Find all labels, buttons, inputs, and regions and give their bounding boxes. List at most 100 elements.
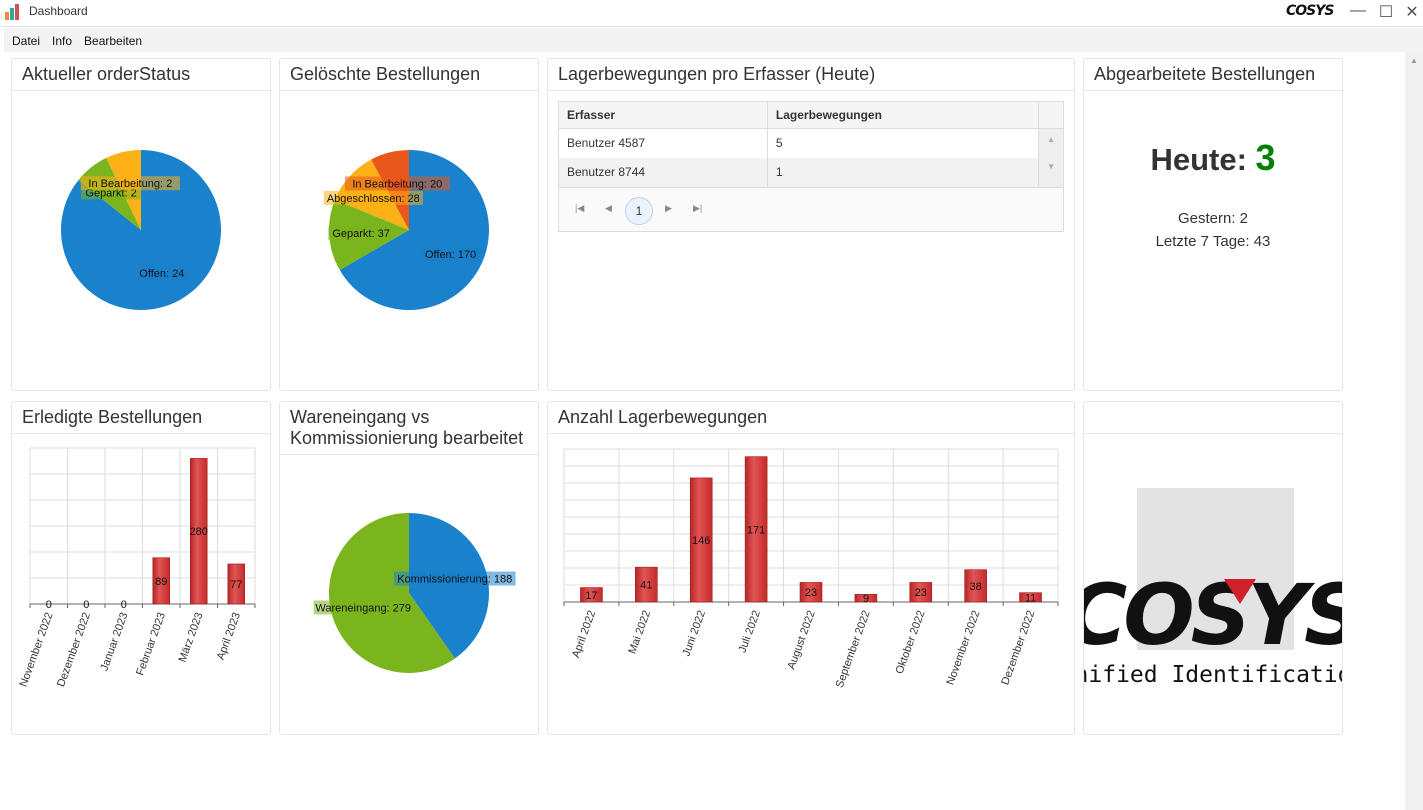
x-tick-label: Mai 2022: [626, 609, 653, 656]
pie-label-bg: [323, 190, 423, 205]
pie-label: Wareneingang: 279: [315, 602, 411, 614]
cell-user: Benutzer 4587: [559, 128, 768, 158]
column-header-lagerbewegungen[interactable]: Lagerbewegungen: [767, 102, 1040, 129]
movements-grid: Erfasser Lagerbewegungen Benutzer 4587 5 ▲ ▼…: [558, 101, 1064, 232]
cell-count: 1: [767, 157, 1040, 187]
bar-value-label: 280: [190, 526, 208, 538]
pie-label-bg: [80, 176, 180, 191]
next-page-icon[interactable]: ▶: [665, 202, 672, 213]
pie-slice-offen: [339, 150, 489, 310]
panel-processed-orders: Abgearbeitete Bestellungen Heute: 3 Gest…: [1083, 58, 1343, 391]
menu-info[interactable]: Info: [52, 34, 73, 48]
panel-title: Erledigte Bestellungen: [12, 402, 270, 434]
pie-label-bg: [344, 176, 450, 191]
panel-title: Anzahl Lagerbewegungen: [548, 402, 1074, 434]
x-tick-label: Februar 2023: [134, 611, 168, 677]
prev-page-icon[interactable]: ◀: [605, 202, 612, 213]
x-tick-label: November 2022: [944, 609, 982, 687]
menu-bar: Datei Info Bearbeiten: [4, 28, 1423, 52]
table-row[interactable]: Benutzer 8744 1: [559, 157, 1063, 187]
bar-mai-2022: [635, 566, 658, 603]
today-count: Heute: 3: [1084, 137, 1342, 179]
panel-movements-per-user: Lagerbewegungen pro Erfasser (Heute) Erf…: [547, 58, 1075, 391]
pie-label: Geparkt: 37: [332, 228, 389, 240]
cell-user: Benutzer 8744: [559, 157, 768, 187]
panel-title-empty: [1084, 402, 1342, 434]
x-tick-label: Januar 2023: [98, 611, 130, 673]
bar-value-label: 23: [805, 587, 817, 599]
movements-bar-chart: 17 April 2022 41 Mai 2022 146 Juni 2022 171 Jul…: [563, 448, 1059, 690]
order-status-pie-chart: Offen: 24 Geparkt: 2In Bearbeitung: 2: [60, 150, 222, 310]
pie-label: Offen: 24: [139, 268, 184, 280]
last-page-icon[interactable]: ▶|: [693, 202, 703, 213]
bar-value-label: 89: [155, 576, 167, 588]
bar-märz-2023: [190, 458, 208, 605]
bar-value-label: 171: [747, 524, 765, 536]
logo-tagline: Unified Identification: [1084, 662, 1342, 688]
pie-label: Abgeschlossen: 28: [327, 193, 420, 205]
panel-logo: COSYS Unified Identification: [1061, 401, 1365, 735]
bar-value-label: 77: [230, 579, 242, 591]
bar-november-2022: [964, 569, 987, 603]
bar-value-label: 0: [83, 599, 89, 611]
menu-datei[interactable]: Datei: [12, 34, 41, 48]
panel-title: Wareneingang vs Kommissionierung bearbei…: [280, 402, 538, 455]
column-header-erfasser[interactable]: Erfasser: [559, 102, 768, 129]
panel-order-status: Aktueller orderStatus Offen: 24 Geparkt: …: [11, 58, 271, 391]
bar-value-label: 11: [1025, 592, 1036, 604]
page-1-button[interactable]: 1: [625, 196, 653, 225]
inbound-vs-picking-pie-chart: Kommissionierung: 188 Wareneingang: 279: [313, 513, 516, 673]
bar-value-label: 17: [585, 590, 597, 602]
x-tick-label: November 2022: [18, 611, 56, 689]
window-title: Dashboard: [29, 4, 88, 18]
bar-dezember-2022: [1019, 592, 1042, 603]
maximize-button[interactable]: ☐: [1378, 4, 1394, 21]
panel-deleted-orders: Gelöschte Bestellungen Offen: 170 Geparkt…: [279, 58, 539, 391]
pie-label-bg: [134, 266, 190, 281]
bar-april-2023: [227, 563, 245, 605]
panel-movements: Anzahl Lagerbewegungen 17 April 2022 41 Mai…: [547, 401, 1075, 735]
pie-label-bg: [393, 571, 516, 586]
panel-title: Lagerbewegungen pro Erfasser (Heute): [548, 59, 1074, 91]
bar-value-label: 0: [46, 599, 52, 611]
pie-label: Kommissionierung: 188: [397, 574, 512, 586]
today-label: Heute:: [1150, 142, 1247, 177]
panel-title: Aktueller orderStatus: [12, 59, 270, 91]
pie-label: In Bearbeitung: 20: [352, 178, 442, 190]
pie-label-bg: [328, 226, 394, 241]
minimize-button[interactable]: —: [1350, 2, 1366, 19]
x-tick-label: September 2022: [834, 609, 873, 690]
logo-brand: COSYS: [1084, 566, 1342, 664]
bar-oktober-2022: [909, 582, 933, 603]
pie-label: Offen: 170: [425, 249, 476, 261]
close-button[interactable]: ✕: [1405, 4, 1419, 21]
x-tick-label: Oktober 2022: [894, 609, 928, 676]
bar-value-label: 9: [863, 593, 869, 605]
title-bar: Dashboard COSYS — ☐ ✕: [0, 0, 1423, 27]
bar-februar-2023: [152, 557, 170, 605]
x-tick-label: April 2022: [570, 609, 598, 660]
bar-september-2022: [854, 594, 878, 603]
first-page-icon[interactable]: |◀: [575, 202, 585, 213]
vertical-scrollbar[interactable]: ▲: [1405, 52, 1423, 810]
bar-value-label: 41: [640, 580, 652, 592]
pie-label-bg: [420, 247, 481, 261]
cosys-logo-small: COSYS: [1286, 3, 1334, 19]
scroll-up-icon[interactable]: ▲: [1410, 56, 1418, 65]
x-tick-label: August 2022: [785, 609, 817, 671]
bar-juni-2022: [689, 477, 713, 603]
bar-april-2022: [580, 587, 603, 603]
bar-value-label: 38: [970, 581, 982, 593]
panel-done-orders: Erledigte Bestellungen 0 November 2022 0 De…: [11, 401, 271, 735]
today-value: 3: [1255, 137, 1276, 178]
panel-inbound-vs-picking: Wareneingang vs Kommissionierung bearbei…: [279, 401, 539, 735]
grid-scrollbar[interactable]: ▲ ▼: [1038, 128, 1063, 187]
x-tick-label: Juli 2022: [737, 609, 763, 654]
pie-label: Geparkt: 2: [85, 187, 136, 199]
bar-august-2022: [799, 582, 823, 603]
yesterday-count: Gestern: 2: [1177, 210, 1249, 227]
table-row[interactable]: Benutzer 4587 5 ▲ ▼: [559, 128, 1063, 187]
menu-bearbeiten[interactable]: Bearbeiten: [84, 34, 143, 48]
pie-slice-wareneingang: [329, 513, 455, 673]
